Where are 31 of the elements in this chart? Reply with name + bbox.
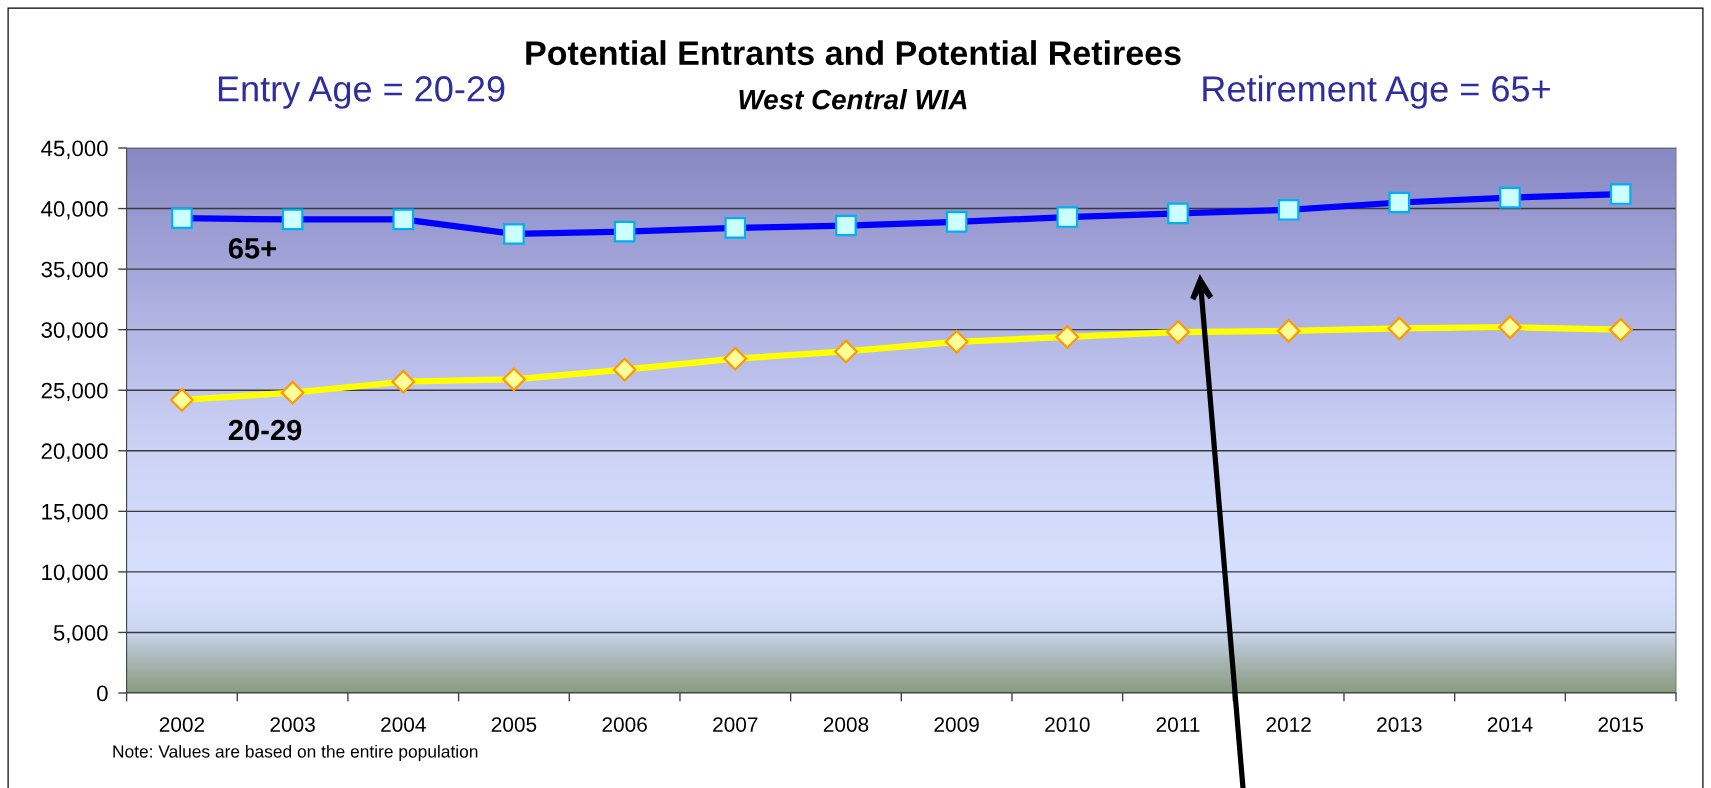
y-tick-label: 0	[97, 685, 108, 702]
x-tick-label: 2005	[491, 717, 537, 732]
text: Note: Values are based on the entire population	[113, 744, 478, 762]
y-tick-label: 15,000	[42, 503, 108, 523]
y-tick-label: 25,000	[41, 382, 108, 402]
text: Retirement Age = 65+	[1203, 75, 1550, 109]
x-tick-label: 2010	[1045, 717, 1090, 732]
y-tick-label: 45,000	[41, 140, 108, 159]
y-tick-label: 10,000	[42, 564, 108, 583]
y-tick-label: 20,000	[41, 443, 108, 462]
x-tick-label: 2002	[159, 717, 205, 732]
x-tick-label: 2012	[1266, 717, 1311, 732]
text: Entry Age = 20-29	[218, 76, 505, 109]
x-tick-label: 2003	[270, 717, 315, 732]
x-tick-label: 2006	[602, 717, 647, 732]
x-tick-label: 2015	[1598, 717, 1643, 732]
series-label: 20-29	[228, 419, 302, 441]
chart-title: Potential Entrants and Potential Retirees	[526, 40, 1181, 66]
x-tick-label: 2011	[1156, 717, 1200, 732]
x-tick-label: 2008	[823, 717, 869, 732]
chart-subtitle: West Central WIA	[739, 89, 967, 110]
x-tick-label: 2014	[1487, 717, 1533, 732]
x-tick-label: 2013	[1377, 717, 1422, 732]
y-tick-label: 30,000	[41, 322, 108, 341]
x-tick-label: 2009	[934, 717, 979, 732]
x-tick-label: 2007	[713, 717, 758, 732]
y-tick-label: 35,000	[41, 261, 108, 281]
x-tick-label: 2004	[381, 717, 426, 732]
y-tick-label: 5,000	[53, 624, 108, 644]
series-label: 65+	[228, 238, 277, 259]
y-tick-label: 40,000	[41, 201, 108, 220]
